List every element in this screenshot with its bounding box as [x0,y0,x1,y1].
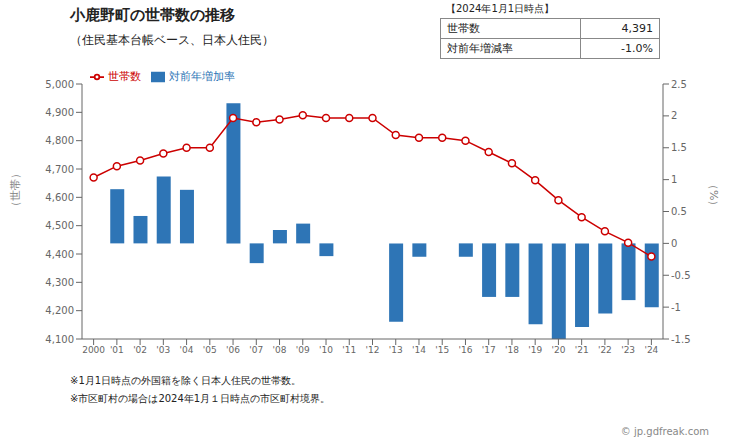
svg-text:4,800: 4,800 [45,135,74,146]
svg-text:'11: '11 [342,345,356,355]
svg-text:0.5: 0.5 [671,206,687,217]
svg-text:'10: '10 [319,345,333,355]
svg-text:-0.5: -0.5 [671,270,691,281]
svg-text:1.5: 1.5 [671,142,687,153]
svg-text:'04: '04 [180,345,194,355]
html-text:4,391: 4,391 [621,22,653,35]
html-text:世帯数: 世帯数 [447,22,480,35]
html-text:【2024年1月1日時点】: 【2024年1月1日時点】 [446,3,555,14]
svg-text:'23: '23 [621,345,635,355]
html-text:小鹿野町の世帯数の推移: 小鹿野町の世帯数の推移 [70,6,235,24]
html-text:対前年増減率: 対前年増減率 [447,42,513,55]
svg-text:4,100: 4,100 [45,334,74,345]
svg-text:4,900: 4,900 [45,107,74,118]
svg-text:（%）: （%） [707,179,720,211]
svg-text:'13: '13 [389,345,403,355]
svg-text:4,500: 4,500 [45,220,74,231]
svg-text:'16: '16 [458,345,472,355]
svg-text:'20: '20 [551,345,565,355]
svg-text:4,300: 4,300 [45,277,74,288]
svg-text:'07: '07 [249,345,263,355]
svg-text:4,600: 4,600 [45,192,74,203]
svg-text:'09: '09 [296,345,310,355]
svg-text:'08: '08 [273,345,287,355]
svg-text:-1.5: -1.5 [671,334,691,345]
svg-text:'21: '21 [575,345,589,355]
svg-text:'06: '06 [226,345,240,355]
svg-text:'17: '17 [482,345,496,355]
svg-text:-1: -1 [671,302,681,313]
html-text:※市区町村の場合は2024年1月１日時点の市区町村境界。: ※市区町村の場合は2024年1月１日時点の市区町村境界。 [70,393,331,404]
html-text:世帯数: 世帯数 [108,70,141,83]
svg-text:2: 2 [671,110,677,121]
html-text:（住民基本台帳ベース、日本人住民）: （住民基本台帳ベース、日本人住民） [70,33,274,47]
svg-text:4,400: 4,400 [45,249,74,260]
svg-text:'05: '05 [203,345,217,355]
svg-text:1: 1 [671,174,677,185]
svg-text:'12: '12 [366,345,380,355]
svg-text:'01: '01 [110,345,124,355]
svg-text:0: 0 [671,238,677,249]
svg-text:'03: '03 [156,345,170,355]
html-text:-1.0%: -1.0% [621,42,653,55]
svg-text:'22: '22 [598,345,612,355]
svg-text:4,200: 4,200 [45,305,74,316]
html-text:© jp.gdfreak.com: © jp.gdfreak.com [620,426,709,437]
svg-text:2.5: 2.5 [671,79,687,90]
html-text:対前年増加率: 対前年増加率 [169,70,235,83]
svg-text:'19: '19 [528,345,542,355]
svg-text:4,700: 4,700 [45,164,74,175]
svg-text:2000: 2000 [82,345,105,355]
svg-text:'18: '18 [505,345,519,355]
svg-text:'24: '24 [644,345,658,355]
svg-text:'14: '14 [412,345,426,355]
html-text:※1月1日時点の外国籍を除く日本人住民の世帯数。: ※1月1日時点の外国籍を除く日本人住民の世帯数。 [70,375,302,386]
svg-text:'15: '15 [435,345,449,355]
svg-text:（世帯）: （世帯） [9,168,22,212]
svg-text:5,000: 5,000 [45,79,74,90]
svg-text:'02: '02 [133,345,147,355]
